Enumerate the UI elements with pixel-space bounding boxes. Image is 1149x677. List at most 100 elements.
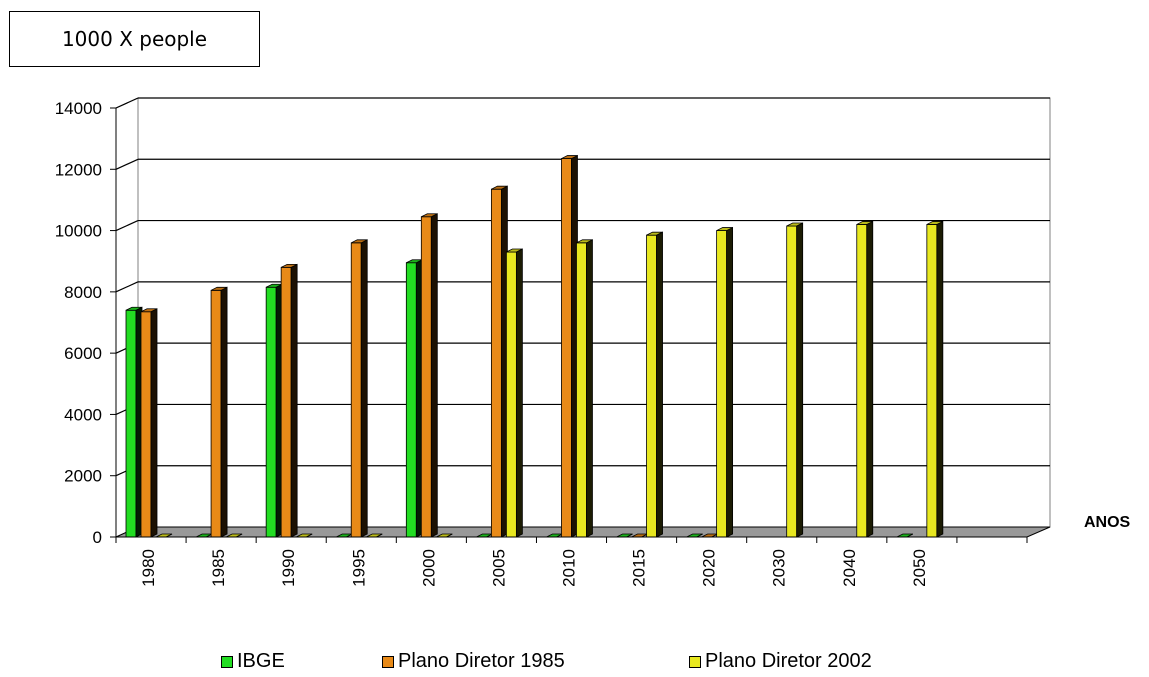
bar-top [926, 221, 944, 225]
y-tick-label: 6000 [64, 344, 102, 363]
legend-label-ibge: IBGE [237, 650, 285, 672]
bar-side [726, 226, 734, 538]
bar [646, 231, 663, 538]
bar-front [405, 262, 417, 538]
x-tick-label: 2020 [700, 549, 719, 587]
x-tick-label: 2040 [840, 549, 859, 587]
bar [405, 259, 423, 538]
bars [125, 154, 944, 538]
bar-front [576, 242, 587, 538]
bar-front [505, 251, 517, 538]
x-tick-label: 1990 [279, 549, 298, 587]
bar-top [786, 222, 803, 227]
bar-side [586, 239, 593, 538]
x-tick-label: 1995 [349, 549, 368, 587]
legend-swatch-plano-2002 [689, 655, 701, 668]
bar-top [125, 306, 143, 311]
bar [265, 283, 283, 538]
legend: IBGE Plano Diretor 1985 Plano Diretor 20… [0, 650, 1149, 674]
bar-front [786, 225, 798, 538]
bar [716, 226, 734, 538]
x-tick-label: 2005 [489, 549, 508, 587]
bar-front [280, 266, 292, 538]
y-tick-label: 4000 [64, 405, 102, 424]
bar [140, 308, 158, 538]
bar-side [796, 222, 804, 538]
bar [210, 286, 228, 538]
bar-top [421, 213, 438, 218]
bar-top [351, 239, 368, 244]
bar-side [150, 308, 158, 538]
legend-swatch-ibge [221, 655, 233, 668]
gridline-side [115, 220, 139, 232]
x-tick-label: 2030 [770, 549, 789, 587]
bar [786, 222, 804, 538]
bar-front [125, 309, 137, 538]
x-tick-label: 1980 [139, 549, 158, 587]
bar-top [576, 239, 593, 244]
bar-front [420, 216, 432, 538]
bar-front [716, 230, 728, 538]
bar-front [856, 224, 868, 538]
y-tick-label: 0 [93, 528, 102, 547]
y-tick-label: 12000 [55, 160, 102, 179]
bar-side [936, 220, 944, 538]
bar [561, 154, 578, 538]
unit-label: 1000 X people [9, 11, 260, 67]
bar-top [856, 221, 873, 225]
bar-side [220, 286, 228, 538]
bar-top [491, 185, 508, 190]
bar-front [210, 289, 222, 538]
gridline-side [115, 97, 139, 109]
bar-top [561, 155, 578, 159]
bar [576, 239, 593, 538]
bar-top [716, 227, 733, 231]
x-tick-label: 2010 [560, 549, 579, 587]
y-tick-label: 2000 [64, 467, 102, 486]
bar-top [506, 248, 523, 253]
bar [280, 263, 298, 538]
bar [505, 248, 523, 538]
bar-side [866, 220, 874, 538]
bar-top [280, 263, 298, 268]
bar-front [646, 234, 657, 538]
bar-top [140, 308, 158, 313]
bar [926, 220, 944, 538]
x-tick-label: 1985 [209, 549, 228, 587]
bar-top [646, 231, 663, 236]
bar [350, 239, 368, 538]
x-tick-label: 2000 [419, 549, 438, 587]
bar-front [140, 311, 152, 538]
x-tick-label: 2015 [630, 549, 649, 587]
y-tick-label: 14000 [55, 99, 102, 118]
bar [856, 220, 874, 538]
gridline-side [115, 281, 139, 293]
bar-side [656, 231, 663, 538]
legend-item-plano-1985: Plano Diretor 1985 [382, 650, 565, 673]
bar-side [515, 248, 523, 538]
gridline-side [115, 158, 139, 170]
legend-item-plano-2002: Plano Diretor 2002 [689, 650, 872, 673]
bar [490, 185, 508, 538]
bar [420, 213, 438, 538]
y-axis: 0 2000 4000 6000 8000 10000 12000 14000 [55, 99, 117, 547]
x-axis: 1980 1985 1990 1995 2000 2005 2010 2015 2020 2030… [115, 536, 1028, 587]
legend-label-plano-2002: Plano Diretor 2002 [705, 650, 872, 672]
bar-front [350, 242, 362, 538]
bar-side [290, 263, 298, 538]
bar-side [430, 213, 438, 538]
legend-item-ibge: IBGE [221, 650, 285, 673]
x-axis-title: ANOS [1084, 514, 1131, 531]
x-tick-label: 2050 [910, 549, 929, 587]
legend-label-plano-1985: Plano Diretor 1985 [398, 650, 565, 672]
bar [125, 306, 143, 538]
y-tick-label: 10000 [55, 222, 102, 241]
legend-swatch-plano-1985 [382, 655, 394, 668]
bar-front [561, 158, 572, 538]
bar-front [265, 286, 277, 538]
bar-top [210, 286, 228, 291]
bar-front [926, 224, 938, 538]
y-tick-label: 8000 [64, 283, 102, 302]
bar-side [360, 239, 368, 538]
